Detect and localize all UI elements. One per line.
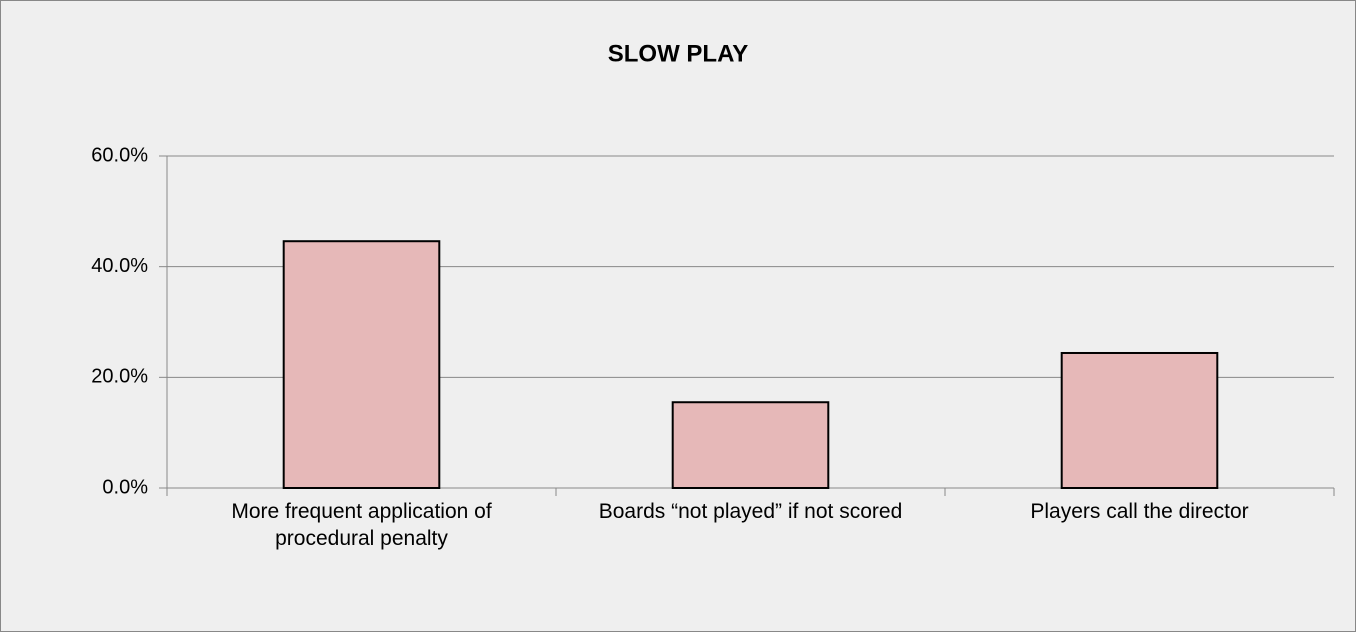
chart-title: SLOW PLAY [608,40,748,67]
x-tick-label: Boards “not played” if not scored [598,500,903,523]
y-tick-label: 0.0% [102,476,148,498]
bar [671,401,830,490]
x-tick-label: Players call the director [1030,500,1249,523]
y-tick-label: 20.0% [91,366,148,388]
bar [1060,351,1219,489]
bar [282,240,441,489]
x-tick-label: More frequent application of procedural … [231,500,492,550]
y-tick-label: 40.0% [91,255,148,277]
y-tick-label: 60.0% [91,144,148,166]
